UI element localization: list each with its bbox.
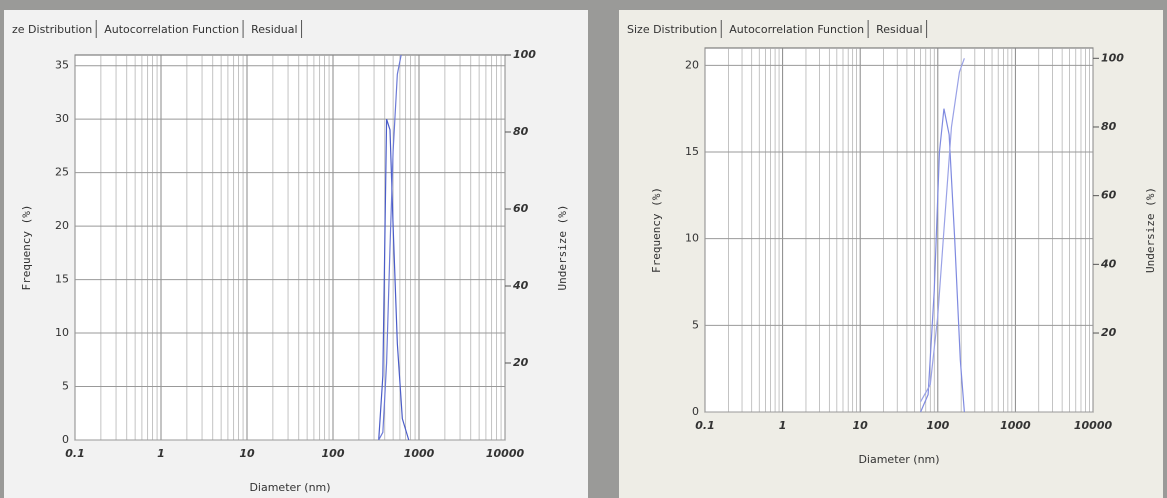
x-tick-label: 10000 bbox=[486, 447, 525, 460]
y-tick-label: 10 bbox=[55, 326, 69, 339]
y2-tick-label: 60 bbox=[1101, 189, 1117, 202]
y2-tick-label: 80 bbox=[513, 125, 529, 138]
x-tick-label: 0.1 bbox=[65, 447, 85, 460]
plot-area bbox=[75, 55, 505, 440]
y-tick-label: 5 bbox=[692, 318, 699, 331]
y-tick-label: 0 bbox=[692, 405, 699, 418]
x-tick-label: 1 bbox=[157, 447, 165, 460]
x-tick-label: 10 bbox=[239, 447, 255, 460]
x-tick-label: 100 bbox=[322, 447, 345, 460]
y2-tick-label: 40 bbox=[1100, 257, 1117, 270]
tab[interactable]: Autocorrelation Function bbox=[729, 23, 864, 36]
y2-tick-label: 40 bbox=[512, 279, 529, 292]
page: {"chart_data": [ {"type": "line", "tabs"… bbox=[0, 0, 1167, 498]
y2-tick-label: 100 bbox=[513, 48, 536, 61]
y-tick-label: 20 bbox=[685, 58, 699, 71]
y-tick-label: 25 bbox=[55, 166, 69, 179]
chart-panel: ze Distribution Autocorrelation Function R… bbox=[0, 0, 592, 498]
y2-tick-label: 60 bbox=[513, 202, 529, 215]
y2-tick-label: 100 bbox=[1101, 51, 1124, 64]
tab[interactable]: Autocorrelation Function bbox=[104, 23, 239, 36]
tab[interactable]: ze Distribution bbox=[12, 23, 92, 36]
y2-tick-label: 20 bbox=[1101, 326, 1117, 339]
x-axis-label: Diameter (nm) bbox=[858, 453, 939, 466]
y-tick-label: 0 bbox=[62, 433, 69, 446]
tab[interactable]: Residual bbox=[876, 23, 922, 36]
y-tick-label: 15 bbox=[55, 273, 69, 286]
y-tick-label: 15 bbox=[685, 145, 699, 158]
x-tick-label: 1000 bbox=[404, 447, 435, 460]
y2-axis-label: Undersize (%) bbox=[1144, 187, 1157, 273]
chart-panel: Size Distribution Autocorrelation Functio… bbox=[615, 0, 1167, 498]
y-axis-label: Frequency (%) bbox=[650, 187, 663, 273]
y-tick-label: 35 bbox=[55, 59, 69, 72]
x-tick-label: 10 bbox=[853, 419, 869, 432]
y-axis-label: Frequency (%) bbox=[20, 204, 33, 290]
x-tick-label: 0.1 bbox=[695, 419, 715, 432]
tab[interactable]: Size Distribution bbox=[627, 23, 717, 36]
x-tick-label: 10000 bbox=[1074, 419, 1113, 432]
tab[interactable]: Residual bbox=[251, 23, 297, 36]
y2-tick-label: 80 bbox=[1101, 120, 1117, 133]
y-tick-label: 5 bbox=[62, 380, 69, 393]
x-tick-label: 1 bbox=[779, 419, 787, 432]
y-tick-label: 10 bbox=[685, 232, 699, 245]
y-tick-label: 20 bbox=[55, 219, 69, 232]
plot-area bbox=[705, 48, 1093, 412]
x-tick-label: 100 bbox=[926, 419, 949, 432]
y2-axis-label: Undersize (%) bbox=[556, 204, 569, 290]
y-tick-label: 30 bbox=[55, 112, 69, 125]
y2-tick-label: 20 bbox=[513, 356, 529, 369]
x-axis-label: Diameter (nm) bbox=[249, 481, 330, 494]
x-tick-label: 1000 bbox=[1000, 419, 1031, 432]
